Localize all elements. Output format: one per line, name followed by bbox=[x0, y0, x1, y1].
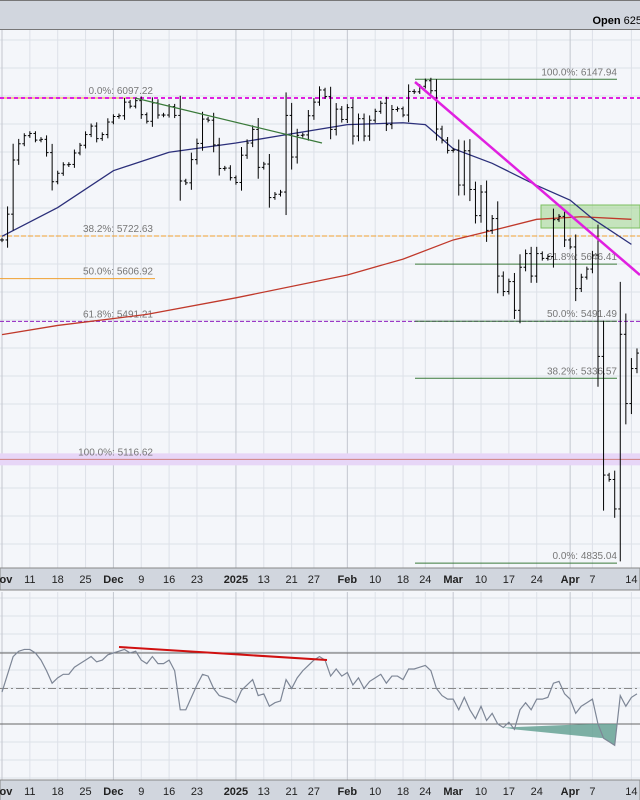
ma200-line bbox=[1, 216, 632, 336]
date-tick-label: 11 bbox=[24, 786, 35, 798]
chart-header: Open 625 bbox=[0, 0, 640, 30]
fib-label: 0.0%: 6097.22 bbox=[89, 86, 154, 97]
date-tick-label: 25 bbox=[79, 574, 91, 586]
downtrend-line bbox=[414, 81, 640, 276]
fib-label: 38.2%: 5336.57 bbox=[547, 366, 617, 377]
date-axis bbox=[0, 779, 640, 800]
fib-label: 100.0%: 6147.94 bbox=[541, 67, 617, 78]
date-tick-label: 2025 bbox=[224, 574, 248, 586]
date-tick-label: 14 bbox=[625, 574, 637, 586]
date-tick-label: 9 bbox=[138, 574, 144, 586]
open-readout: Open 625 bbox=[592, 15, 640, 27]
date-tick-label: 11 bbox=[24, 574, 35, 586]
fib-label: 38.2%: 5722.63 bbox=[83, 224, 153, 235]
date-tick-label: 24 bbox=[531, 786, 543, 798]
fib-label: 0.0%: 4835.04 bbox=[553, 551, 618, 562]
date-tick-label: 21 bbox=[286, 786, 298, 798]
fib-label: 61.8%: 5491.21 bbox=[83, 309, 153, 320]
date-tick-label: Apr bbox=[561, 786, 581, 798]
date-tick-label: Apr bbox=[561, 574, 581, 586]
date-tick-label: 16 bbox=[163, 786, 175, 798]
date-tick-label: Mar bbox=[443, 786, 463, 798]
date-tick-label: Nov bbox=[0, 574, 13, 586]
date-tick-label: 27 bbox=[308, 574, 320, 586]
date-tick-label: 27 bbox=[308, 786, 320, 798]
rsi-divergence-line bbox=[118, 646, 328, 661]
rsi-panel bbox=[0, 592, 640, 780]
date-tick-label: 17 bbox=[503, 786, 515, 798]
date-tick-label: 9 bbox=[138, 786, 144, 798]
open-label: Open bbox=[592, 15, 621, 27]
date-tick-label: 13 bbox=[258, 574, 270, 586]
date-tick-label: 13 bbox=[258, 786, 270, 798]
fib-label: 50.0%: 5491.49 bbox=[547, 309, 617, 320]
date-tick-label: Feb bbox=[338, 786, 358, 798]
date-tick-label: 24 bbox=[419, 574, 431, 586]
date-tick-label: 16 bbox=[163, 574, 175, 586]
rsi-line bbox=[1, 648, 638, 747]
date-tick-label: 7 bbox=[589, 786, 595, 798]
date-tick-label: 14 bbox=[625, 786, 637, 798]
date-tick-label: 24 bbox=[531, 574, 543, 586]
date-tick-label: Nov bbox=[0, 786, 13, 798]
date-tick-label: 23 bbox=[191, 574, 203, 586]
date-tick-label: 10 bbox=[369, 786, 381, 798]
fib-label: 100.0%: 5116.62 bbox=[78, 447, 153, 458]
date-tick-label: 10 bbox=[369, 574, 381, 586]
rsi-oversold-fill bbox=[503, 724, 617, 746]
date-tick-label: 2025 bbox=[224, 786, 248, 798]
date-tick-label: Dec bbox=[103, 786, 123, 798]
date-tick-label: Feb bbox=[338, 574, 358, 586]
fib-label: 61.8%: 5646.41 bbox=[547, 252, 617, 263]
date-tick-label: Mar bbox=[443, 574, 463, 586]
trendline-green bbox=[134, 97, 323, 144]
date-tick-label: 10 bbox=[475, 574, 487, 586]
date-tick-label: 23 bbox=[191, 786, 203, 798]
date-tick-label: 25 bbox=[79, 786, 91, 798]
fib-label: 50.0%: 5606.92 bbox=[83, 267, 153, 278]
date-tick-label: 10 bbox=[475, 786, 487, 798]
date-tick-label: 18 bbox=[52, 574, 64, 586]
date-tick-label: 21 bbox=[286, 574, 298, 586]
date-tick-label: Dec bbox=[103, 574, 123, 586]
ma50-line bbox=[1, 122, 632, 245]
date-tick-label: 24 bbox=[419, 786, 431, 798]
date-tick-label: 18 bbox=[52, 786, 64, 798]
open-value: 625 bbox=[623, 15, 640, 27]
price-panel bbox=[0, 30, 640, 568]
date-tick-label: 17 bbox=[503, 574, 515, 586]
date-tick-label: 18 bbox=[397, 786, 409, 798]
date-axis bbox=[0, 567, 640, 591]
date-tick-label: 7 bbox=[589, 574, 595, 586]
date-tick-label: 18 bbox=[397, 574, 409, 586]
